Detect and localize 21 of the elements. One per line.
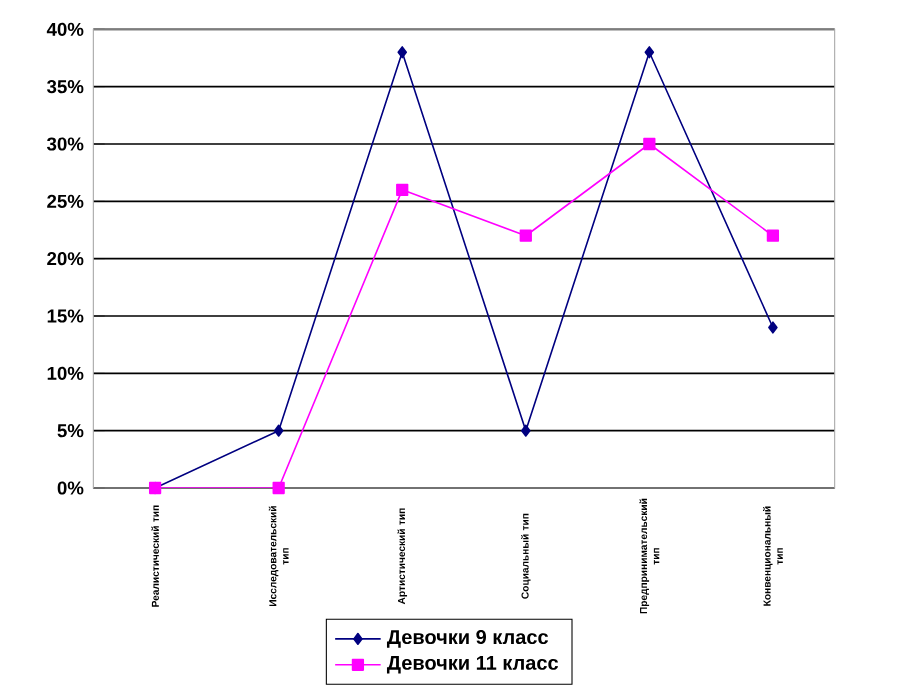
point [644,46,655,59]
y-tick-label: 5% [57,424,84,438]
y-tick-label: 30% [46,137,84,151]
y-tick-label: 40% [46,22,84,36]
legend-label: Девочки 11 класс [386,655,559,674]
point [397,46,408,59]
y-tick-label: 10% [47,366,84,380]
point [272,481,285,495]
point [273,424,284,437]
point [643,137,656,151]
y-tick-label: 20% [47,252,84,266]
y-tick-label: 25% [47,194,84,208]
legend-label: Девочки 9 класс [386,629,549,648]
y-tick-label: 15% [47,309,84,323]
point [520,424,531,437]
point [766,229,780,242]
point [768,321,778,334]
y-tick-label: 0% [57,481,84,495]
point [519,229,532,242]
point [396,183,409,196]
y-tick-label: 35% [46,80,84,94]
